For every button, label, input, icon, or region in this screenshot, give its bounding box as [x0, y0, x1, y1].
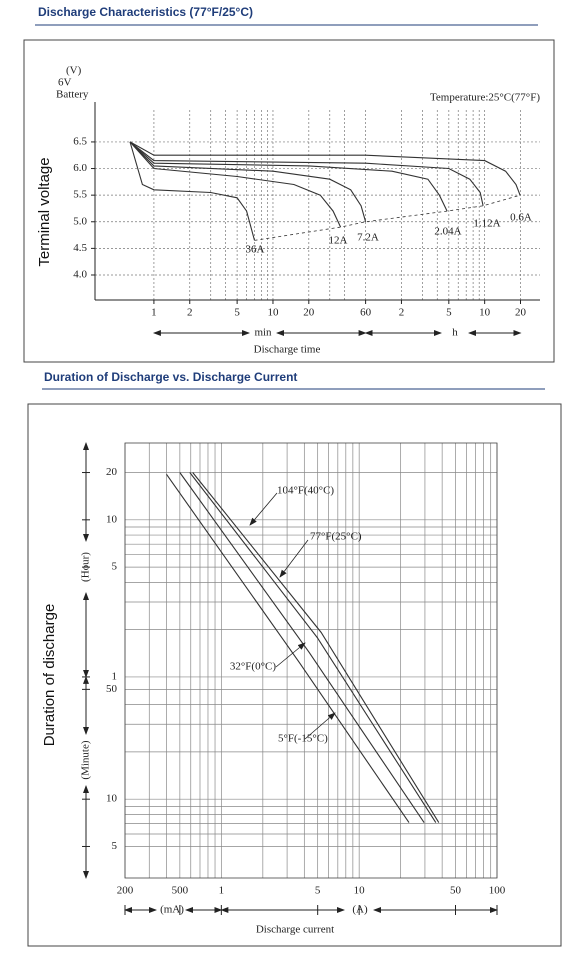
series-label: 7.2A: [357, 232, 379, 244]
y-unit: (Minute): [80, 740, 92, 779]
x-axis-label: Discharge time: [254, 344, 321, 356]
x-tick-label: 50: [450, 885, 462, 897]
series-label: 2.04A: [434, 226, 461, 238]
y-tick-label: 10: [106, 513, 118, 525]
series-label: 77°F(25°C): [310, 531, 362, 543]
x-unit: (A): [352, 904, 368, 916]
series-line: [129, 141, 342, 228]
battery-voltage: 6V: [58, 77, 72, 89]
y-tick-label: 5.0: [73, 215, 87, 227]
y-tick-label: 5: [112, 561, 118, 573]
chart-frame: [23, 39, 555, 363]
y-tick-label: 20: [106, 466, 118, 478]
x-tick-label: 10: [267, 307, 279, 319]
x-tick-label: 60: [360, 307, 372, 319]
chart-title: Discharge Characteristics (77°F/25°C): [38, 5, 253, 19]
series-line: [129, 141, 448, 212]
temperature-note: Temperature:25°C(77°F): [430, 92, 540, 104]
y-tick-label: 5: [112, 840, 118, 852]
x-tick-label: 2: [187, 307, 193, 319]
series-line: [129, 141, 521, 196]
y-tick-label: 50: [106, 683, 118, 695]
x-tick-label: 2: [399, 307, 405, 319]
label-leader: [279, 539, 309, 578]
y-tick-label: 4.0: [73, 269, 87, 281]
x-tick-label: 500: [172, 885, 189, 897]
chart-title: Duration of Discharge vs. Discharge Curr…: [44, 370, 297, 384]
y-unit: (V): [66, 65, 82, 77]
series-label: 0.6A: [510, 212, 532, 224]
series-line: [189, 472, 437, 823]
x-tick-label: 10: [479, 307, 491, 319]
y-tick-label: 10: [106, 793, 118, 805]
x-tick-label: 200: [117, 885, 134, 897]
x-tick-label: 20: [303, 307, 315, 319]
y-tick-label: 6.0: [73, 162, 87, 174]
series-label: 36A: [246, 244, 265, 256]
series-label: 12A: [329, 235, 348, 247]
series-label: 104°F(40°C): [277, 485, 334, 497]
x-tick-label: 1: [219, 885, 225, 897]
x-tick-label: 100: [489, 885, 506, 897]
series-line: [129, 141, 484, 206]
label-leader: [304, 712, 336, 740]
x-tick-label: 5: [315, 885, 321, 897]
x-axis-label: Discharge current: [256, 924, 334, 936]
series-label: 1.12A: [473, 218, 500, 230]
series-line: [179, 472, 425, 823]
x-tick-label: 20: [515, 307, 527, 319]
series-label: 5°F(-15°C): [278, 733, 328, 745]
x-tick-label: 5: [234, 307, 240, 319]
x-tick-label: 1: [151, 307, 157, 319]
end-voltage-line: [254, 194, 521, 241]
chart-frame: [27, 403, 562, 947]
series-label: 32°F(0°C): [230, 661, 276, 673]
y-axis-label: Terminal voltage: [36, 157, 53, 266]
plot-frame: [124, 442, 498, 879]
label-leader: [275, 642, 306, 668]
y-axis-label: Duration of discharge: [41, 604, 58, 747]
series-line: [129, 141, 367, 222]
x-unit: min: [254, 327, 272, 339]
x-tick-label: 5: [446, 307, 452, 319]
series-line: [192, 472, 440, 823]
series-line: [166, 473, 410, 823]
label-leader: [249, 492, 278, 526]
series-line: [129, 141, 256, 241]
y-tick-label: 4.5: [73, 242, 87, 254]
x-tick-label: 10: [354, 885, 366, 897]
x-unit: h: [452, 327, 458, 339]
y-tick-label: 5.5: [73, 189, 87, 201]
x-unit: (mA): [160, 904, 184, 916]
battery-text: Battery: [56, 89, 89, 101]
y-tick-label: 6.5: [73, 135, 87, 147]
y-tick-label: 1: [112, 670, 118, 682]
